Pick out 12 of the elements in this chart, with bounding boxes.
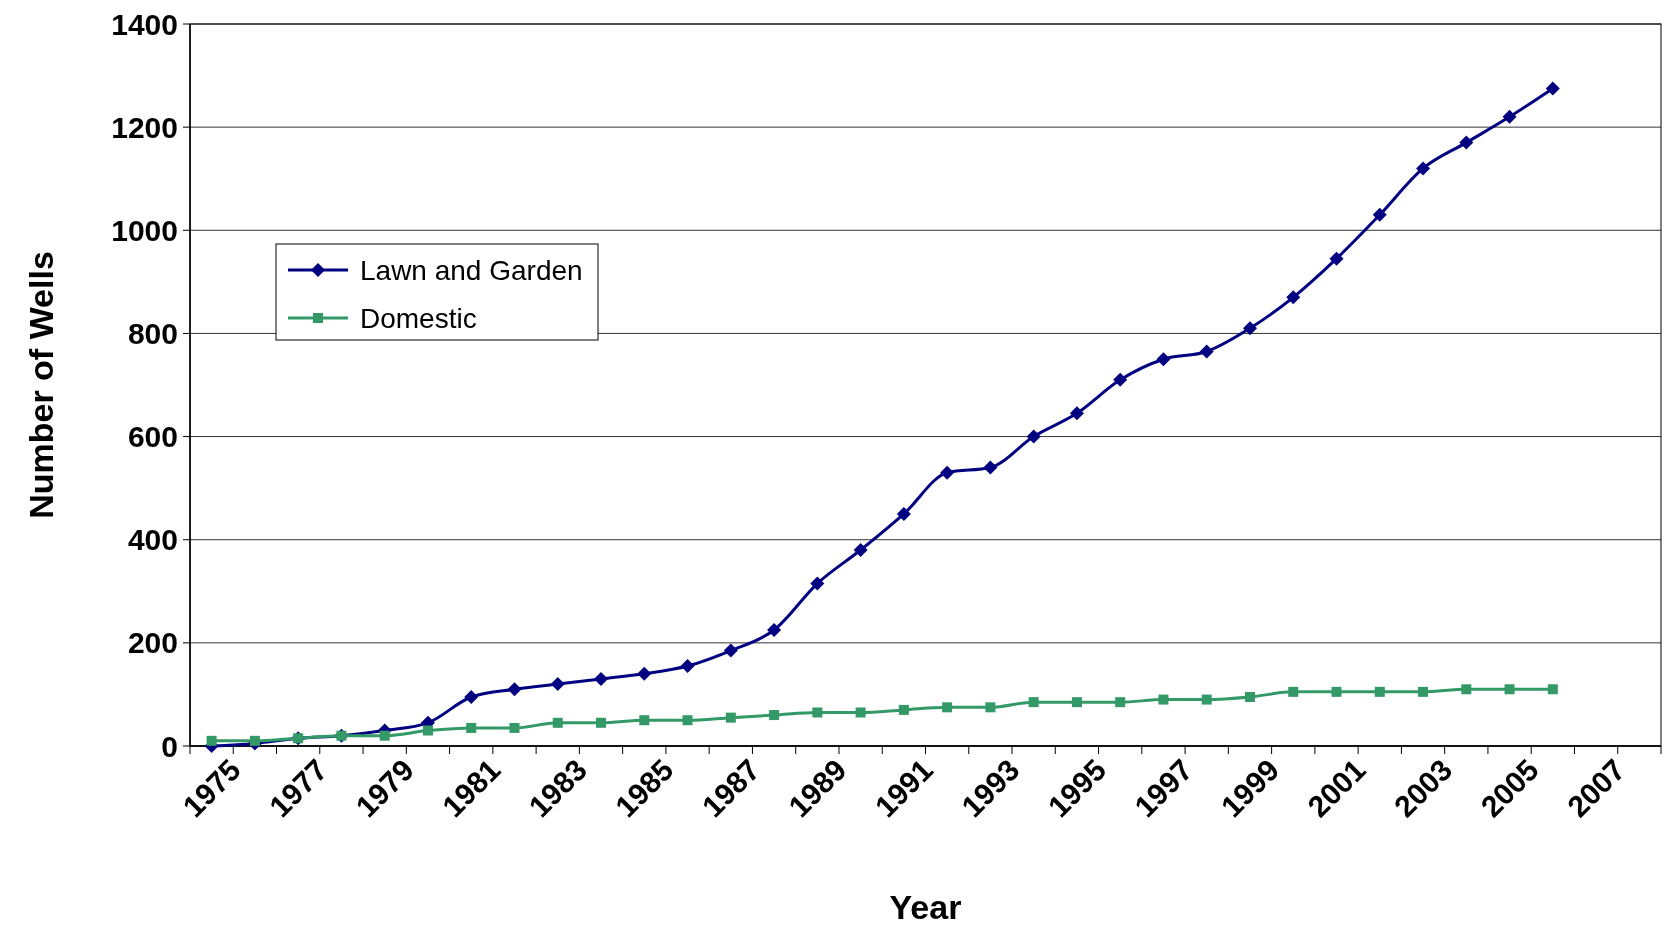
legend-label: Lawn and Garden [360,254,583,286]
y-tick-label: 200 [127,626,178,660]
y-tick-label: 1400 [111,7,178,41]
y-tick-label: 400 [127,523,178,557]
y-tick-label: 1200 [111,110,178,144]
y-tick-label: 0 [161,729,178,763]
y-tick-label: 1000 [111,213,178,247]
y-axis-title: Number of Wells [22,251,60,519]
y-tick-label: 600 [127,420,178,454]
legend-label: Domestic [360,302,477,334]
y-tick-label: 800 [127,316,178,350]
x-axis-title: Year [889,888,962,926]
